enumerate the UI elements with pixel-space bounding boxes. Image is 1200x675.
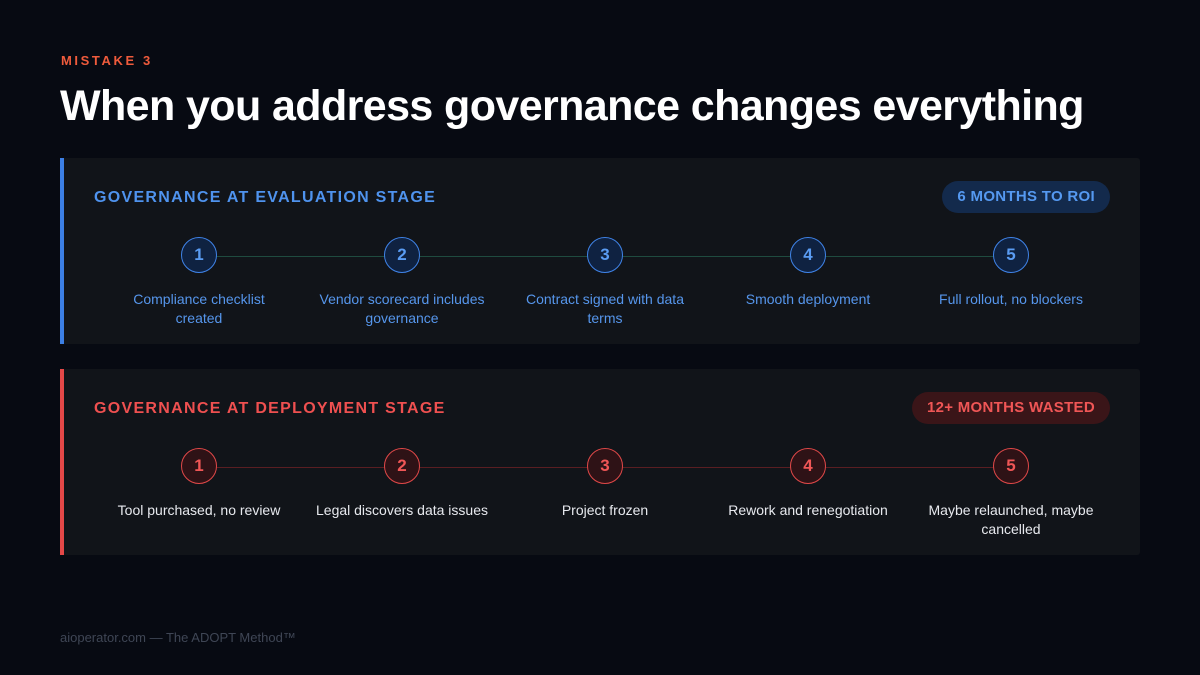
slide-title: When you address governance changes ever…: [60, 82, 1084, 130]
step-label: Project frozen: [561, 502, 649, 518]
evaluation-step: 5 Full rollout, no blockers: [921, 237, 1101, 309]
evaluation-step: 4 Smooth deployment: [718, 237, 898, 309]
step-number-circle: 5: [993, 237, 1029, 273]
wasted-months-badge: 12+ MONTHS WASTED: [911, 392, 1110, 424]
step-number-circle: 2: [384, 448, 420, 484]
step-number-circle: 3: [587, 448, 623, 484]
step-number-circle: 4: [790, 448, 826, 484]
step-label: Contract signed with data terms: [526, 291, 684, 326]
deployment-stage-panel: GOVERNANCE AT DEPLOYMENT STAGE 12+ MONTH…: [60, 369, 1140, 555]
step-label: Full rollout, no blockers: [939, 291, 1083, 307]
deployment-step: 1 Tool purchased, no review: [109, 448, 289, 520]
eyebrow-label: MISTAKE 3: [61, 53, 153, 68]
step-label: Maybe relaunched, maybe cancelled: [928, 502, 1094, 537]
step-label: Rework and renegotiation: [728, 502, 888, 518]
step-label: Tool purchased, no review: [117, 502, 281, 518]
roi-badge: 6 MONTHS TO ROI: [942, 181, 1110, 213]
step-label: Vendor scorecard includes governance: [319, 291, 485, 326]
step-number-circle: 4: [790, 237, 826, 273]
evaluation-stage-panel: GOVERNANCE AT EVALUATION STAGE 6 MONTHS …: [60, 158, 1140, 344]
step-number-circle: 5: [993, 448, 1029, 484]
step-number-circle: 1: [181, 237, 217, 273]
evaluation-step: 3 Contract signed with data terms: [515, 237, 695, 328]
deployment-step: 5 Maybe relaunched, maybe cancelled: [921, 448, 1101, 539]
step-number-circle: 3: [587, 237, 623, 273]
deployment-step: 2 Legal discovers data issues: [312, 448, 492, 520]
deployment-stage-heading: GOVERNANCE AT DEPLOYMENT STAGE: [94, 400, 446, 417]
evaluation-step: 2 Vendor scorecard includes governance: [312, 237, 492, 328]
footer-credit: aioperator.com — The ADOPT Method™: [60, 630, 296, 645]
step-label: Smooth deployment: [745, 291, 871, 307]
deployment-step: 4 Rework and renegotiation: [718, 448, 898, 520]
step-label: Compliance checklist created: [133, 291, 265, 326]
evaluation-step: 1 Compliance checklist created: [109, 237, 289, 328]
evaluation-stage-heading: GOVERNANCE AT EVALUATION STAGE: [94, 189, 437, 206]
step-number-circle: 1: [181, 448, 217, 484]
deployment-step: 3 Project frozen: [515, 448, 695, 520]
step-label: Legal discovers data issues: [316, 502, 488, 518]
step-number-circle: 2: [384, 237, 420, 273]
